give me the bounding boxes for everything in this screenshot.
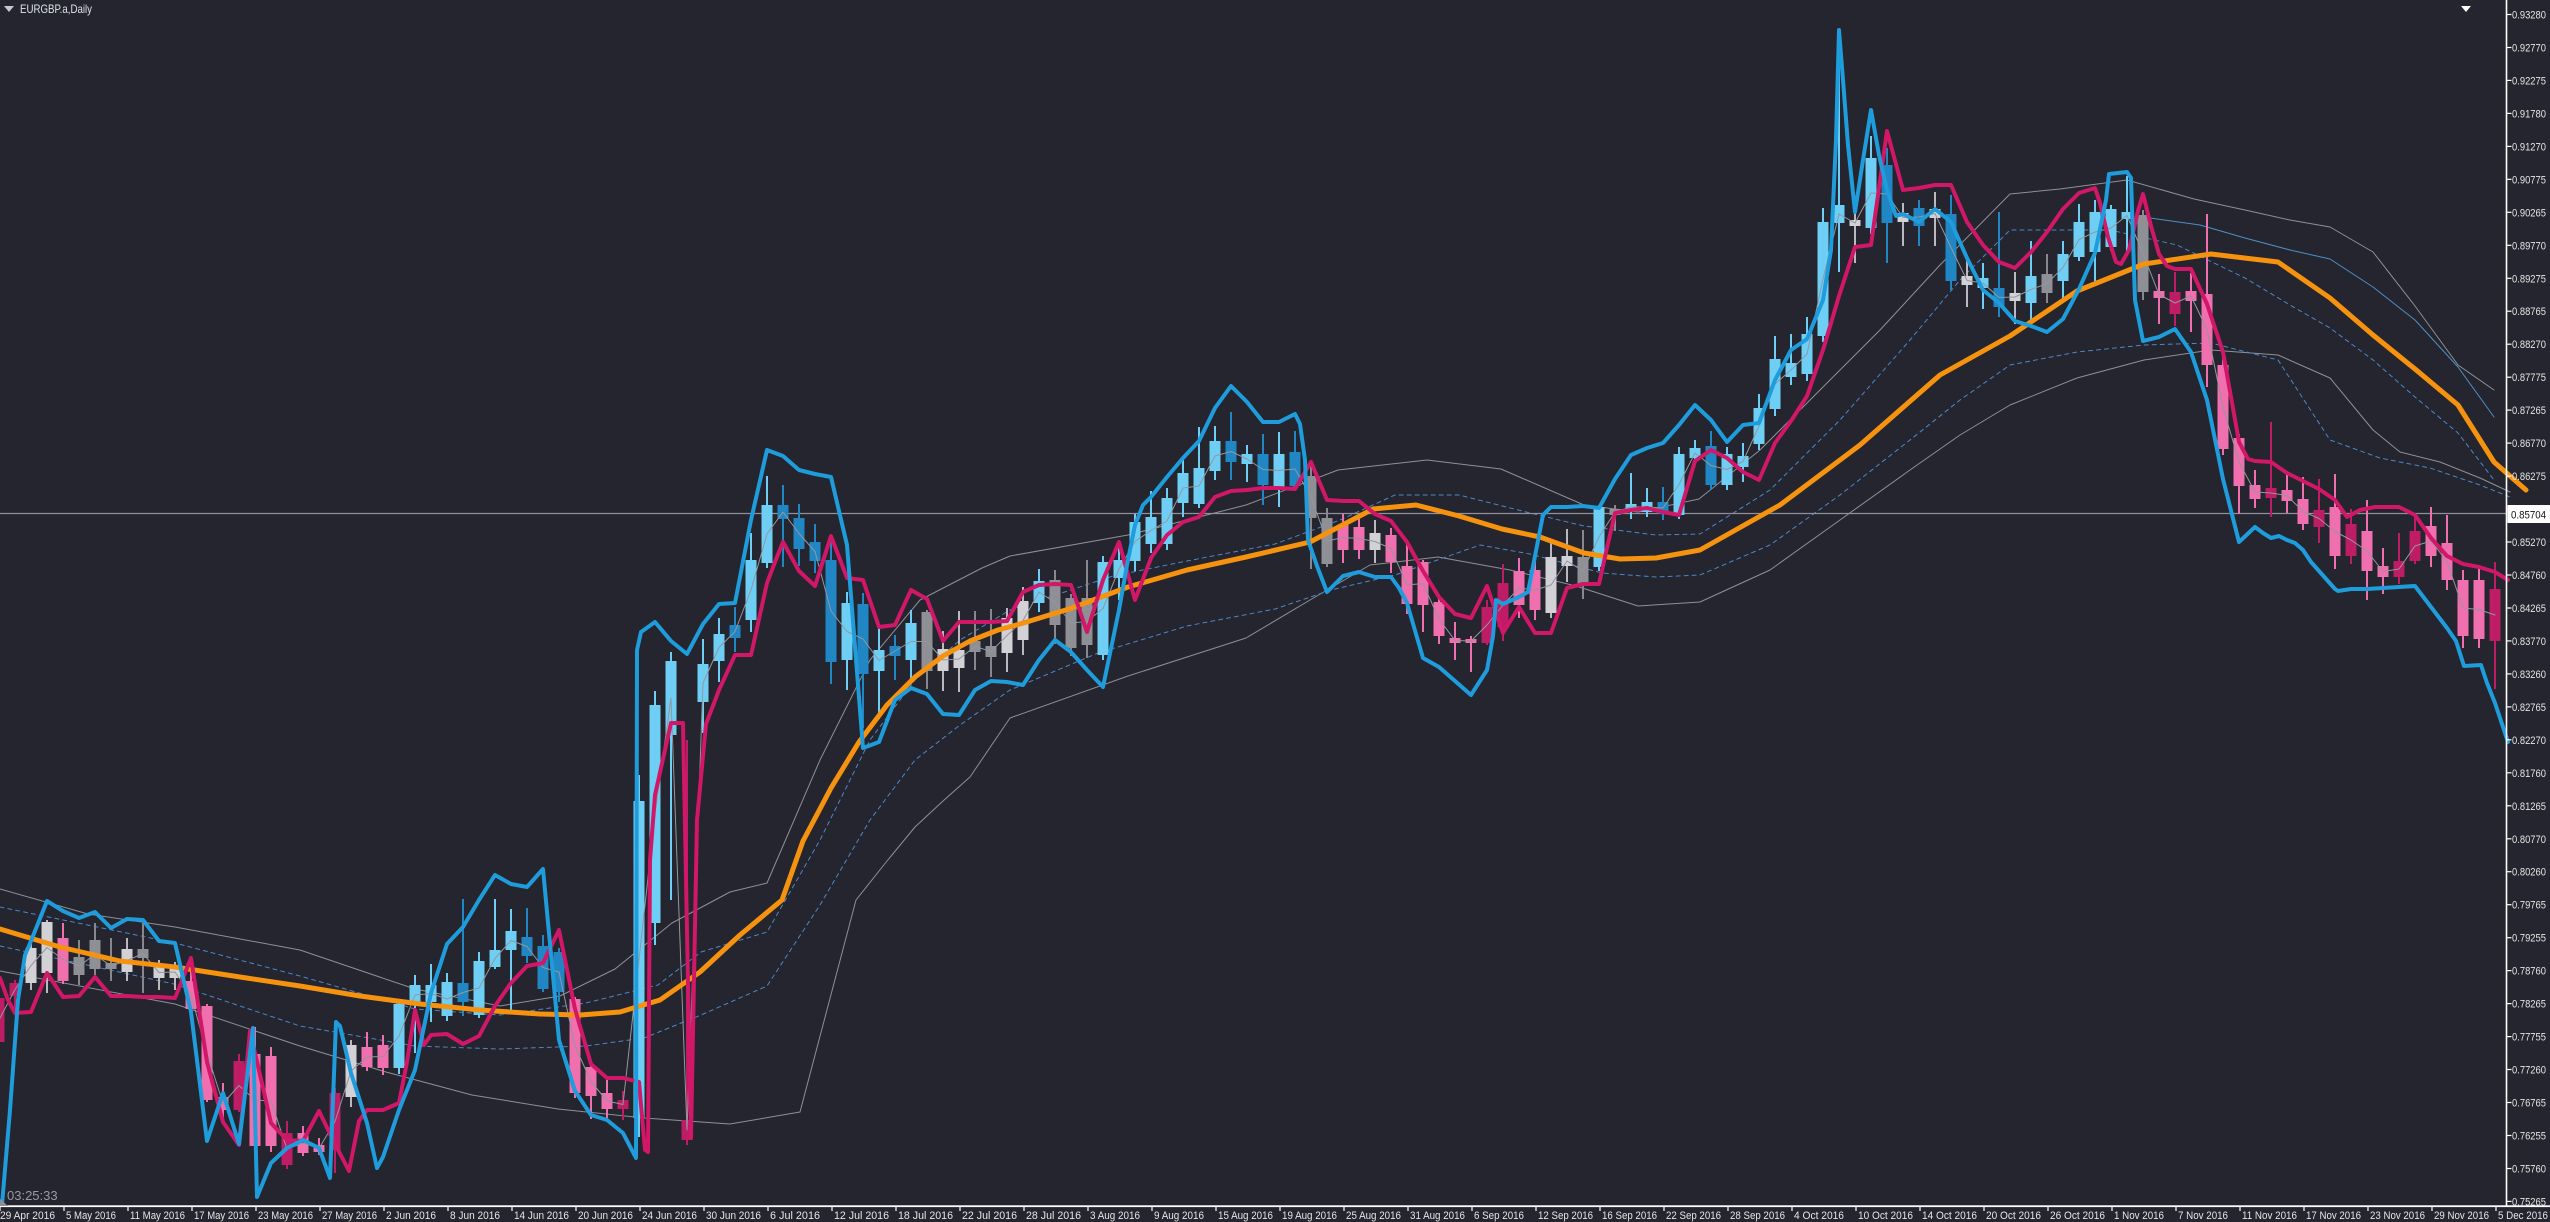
svg-text:22 Jul 2016: 22 Jul 2016 bbox=[962, 1210, 1017, 1222]
svg-text:15 Aug 2016: 15 Aug 2016 bbox=[1218, 1210, 1273, 1222]
svg-text:0.78760: 0.78760 bbox=[2512, 966, 2546, 978]
svg-text:0.75265: 0.75265 bbox=[2512, 1196, 2546, 1208]
svg-text:0.93280: 0.93280 bbox=[2512, 10, 2546, 22]
svg-text:6 Jul 2016: 6 Jul 2016 bbox=[770, 1210, 820, 1222]
svg-text:19 Aug 2016: 19 Aug 2016 bbox=[1282, 1210, 1337, 1222]
svg-text:0.79255: 0.79255 bbox=[2512, 933, 2546, 945]
svg-text:0.76255: 0.76255 bbox=[2512, 1131, 2546, 1143]
svg-text:25 Aug 2016: 25 Aug 2016 bbox=[1346, 1210, 1401, 1222]
svg-text:11 Nov 2016: 11 Nov 2016 bbox=[2242, 1210, 2297, 1222]
svg-text:0.81760: 0.81760 bbox=[2512, 768, 2546, 780]
svg-text:28 Sep 2016: 28 Sep 2016 bbox=[1730, 1210, 1785, 1222]
svg-text:0.82765: 0.82765 bbox=[2512, 702, 2546, 714]
svg-text:0.81265: 0.81265 bbox=[2512, 801, 2546, 813]
svg-text:0.79765: 0.79765 bbox=[2512, 900, 2546, 912]
svg-text:30 Jun 2016: 30 Jun 2016 bbox=[706, 1210, 761, 1222]
svg-text:2 Jun 2016: 2 Jun 2016 bbox=[386, 1210, 436, 1222]
svg-text:20 Oct 2016: 20 Oct 2016 bbox=[1986, 1210, 2041, 1222]
svg-text:0.89275: 0.89275 bbox=[2512, 273, 2546, 285]
svg-text:31 Aug 2016: 31 Aug 2016 bbox=[1410, 1210, 1465, 1222]
svg-text:5 Dec 2016: 5 Dec 2016 bbox=[2498, 1210, 2548, 1222]
svg-text:23 May 2016: 23 May 2016 bbox=[258, 1210, 313, 1222]
svg-text:18 Jul 2016: 18 Jul 2016 bbox=[898, 1210, 953, 1222]
svg-text:03:25:33: 03:25:33 bbox=[7, 1188, 58, 1203]
svg-text:0.83260: 0.83260 bbox=[2512, 669, 2546, 681]
svg-text:20 Jun 2016: 20 Jun 2016 bbox=[578, 1210, 633, 1222]
svg-text:8 Jun 2016: 8 Jun 2016 bbox=[450, 1210, 500, 1222]
svg-text:0.91780: 0.91780 bbox=[2512, 108, 2546, 120]
svg-text:0.84760: 0.84760 bbox=[2512, 570, 2546, 582]
svg-text:23 Nov 2016: 23 Nov 2016 bbox=[2370, 1210, 2425, 1222]
svg-text:0.83770: 0.83770 bbox=[2512, 636, 2546, 648]
svg-text:28 Jul 2016: 28 Jul 2016 bbox=[1026, 1210, 1081, 1222]
svg-text:12 Sep 2016: 12 Sep 2016 bbox=[1538, 1210, 1593, 1222]
svg-text:5 May 2016: 5 May 2016 bbox=[66, 1210, 116, 1222]
svg-text:0.80770: 0.80770 bbox=[2512, 834, 2546, 846]
svg-text:0.77755: 0.77755 bbox=[2512, 1032, 2546, 1044]
svg-text:29 Apr 2016: 29 Apr 2016 bbox=[0, 1210, 55, 1222]
svg-text:0.89770: 0.89770 bbox=[2512, 240, 2546, 252]
svg-text:0.86275: 0.86275 bbox=[2512, 471, 2546, 483]
svg-text:0.82270: 0.82270 bbox=[2512, 735, 2546, 747]
svg-text:3 Aug 2016: 3 Aug 2016 bbox=[1090, 1210, 1140, 1222]
svg-text:27 May 2016: 27 May 2016 bbox=[322, 1210, 377, 1222]
svg-text:26 Oct 2016: 26 Oct 2016 bbox=[2050, 1210, 2105, 1222]
svg-text:0.90265: 0.90265 bbox=[2512, 207, 2546, 219]
svg-text:24 Jun 2016: 24 Jun 2016 bbox=[642, 1210, 697, 1222]
svg-text:0.88270: 0.88270 bbox=[2512, 339, 2546, 351]
svg-text:4 Oct 2016: 4 Oct 2016 bbox=[1794, 1210, 1844, 1222]
svg-text:17 May 2016: 17 May 2016 bbox=[194, 1210, 249, 1222]
svg-text:0.92770: 0.92770 bbox=[2512, 43, 2546, 55]
svg-text:29 Nov 2016: 29 Nov 2016 bbox=[2434, 1210, 2489, 1222]
svg-text:0.86770: 0.86770 bbox=[2512, 438, 2546, 450]
svg-text:0.87265: 0.87265 bbox=[2512, 405, 2546, 417]
svg-text:12 Jul 2016: 12 Jul 2016 bbox=[834, 1210, 889, 1222]
svg-text:0.78265: 0.78265 bbox=[2512, 999, 2546, 1011]
svg-text:0.87775: 0.87775 bbox=[2512, 372, 2546, 384]
svg-text:1 Nov 2016: 1 Nov 2016 bbox=[2114, 1210, 2164, 1222]
svg-text:0.91270: 0.91270 bbox=[2512, 141, 2546, 153]
svg-text:0.77260: 0.77260 bbox=[2512, 1065, 2546, 1077]
svg-text:7 Nov 2016: 7 Nov 2016 bbox=[2178, 1210, 2228, 1222]
svg-text:0.84265: 0.84265 bbox=[2512, 603, 2546, 615]
svg-text:0.90775: 0.90775 bbox=[2512, 174, 2546, 186]
svg-text:EURGBP.a,Daily: EURGBP.a,Daily bbox=[20, 2, 92, 16]
svg-text:0.85270: 0.85270 bbox=[2512, 537, 2546, 549]
svg-text:0.80260: 0.80260 bbox=[2512, 867, 2546, 879]
svg-text:17 Nov 2016: 17 Nov 2016 bbox=[2306, 1210, 2361, 1222]
svg-text:6 Sep 2016: 6 Sep 2016 bbox=[1474, 1210, 1524, 1222]
svg-text:0.92275: 0.92275 bbox=[2512, 75, 2546, 87]
svg-text:0.88765: 0.88765 bbox=[2512, 306, 2546, 318]
svg-text:16 Sep 2016: 16 Sep 2016 bbox=[1602, 1210, 1657, 1222]
svg-text:9 Aug 2016: 9 Aug 2016 bbox=[1154, 1210, 1204, 1222]
svg-text:22 Sep 2016: 22 Sep 2016 bbox=[1666, 1210, 1721, 1222]
svg-text:10 Oct 2016: 10 Oct 2016 bbox=[1858, 1210, 1913, 1222]
svg-text:11 May 2016: 11 May 2016 bbox=[130, 1210, 185, 1222]
svg-text:14 Jun 2016: 14 Jun 2016 bbox=[514, 1210, 569, 1222]
svg-text:0.75760: 0.75760 bbox=[2512, 1164, 2546, 1176]
svg-text:14 Oct 2016: 14 Oct 2016 bbox=[1922, 1210, 1977, 1222]
svg-text:0.85704: 0.85704 bbox=[2511, 510, 2546, 522]
svg-text:0.76765: 0.76765 bbox=[2512, 1098, 2546, 1110]
